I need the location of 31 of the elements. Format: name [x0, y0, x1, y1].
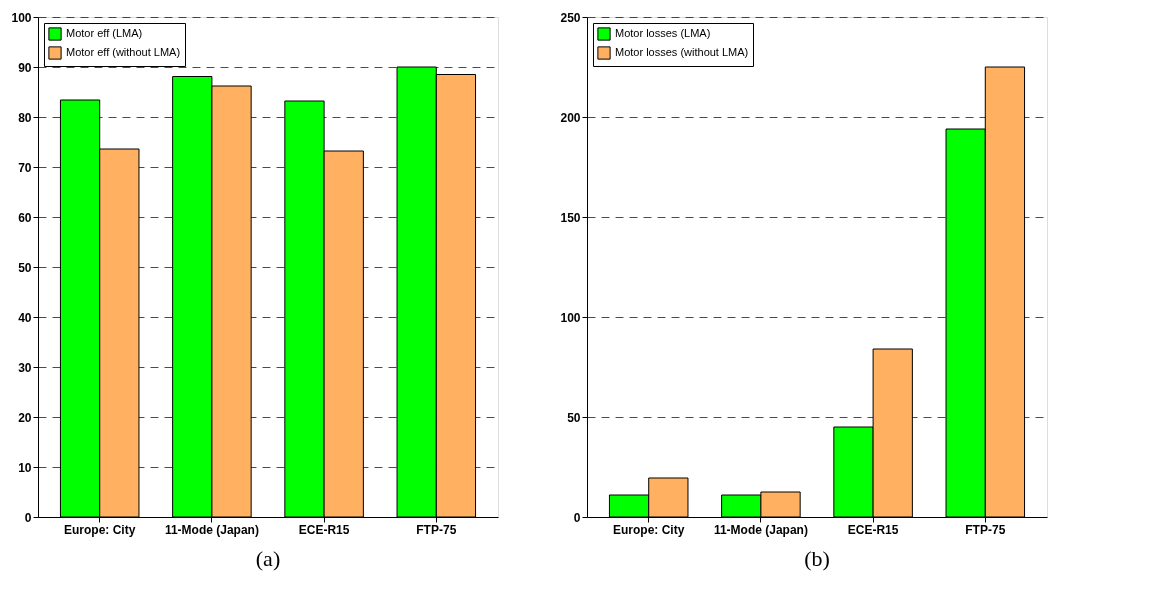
y-tick-label: 80	[18, 110, 32, 125]
y-tick-label: 100	[560, 310, 581, 325]
x-tick-label: ECE-R15	[298, 522, 350, 537]
y-tick-label: 40	[18, 310, 32, 325]
x-tick-label: Europe: City	[64, 522, 136, 537]
y-tick-label: 200	[560, 110, 581, 125]
legend-label: Motor eff (without LMA)	[66, 46, 181, 58]
legend-label: Motor losses (without LMA)	[615, 46, 749, 58]
x-tick-label: ECE-R15	[847, 522, 899, 537]
x-tick-label: 11-Mode (Japan)	[164, 522, 259, 537]
y-tick-label: 150	[560, 210, 581, 225]
y-tick-label: 0	[24, 510, 32, 525]
x-tick-label: FTP-75	[965, 522, 1006, 537]
y-tick-label: 10	[18, 460, 32, 475]
legend-label: Motor eff (LMA)	[66, 27, 143, 39]
x-tick-label: FTP-75	[416, 522, 457, 537]
y-tick-label: 30	[18, 360, 32, 375]
y-tick-label: 100	[11, 10, 32, 25]
y-tick-label: 60	[18, 210, 32, 225]
y-tick-label: 50	[567, 410, 581, 425]
text: (b)	[804, 546, 830, 571]
y-tick-label: 20	[18, 410, 32, 425]
y-tick-label: 250	[560, 10, 581, 25]
y-tick-label: 90	[18, 60, 32, 75]
text: (a)	[255, 546, 281, 571]
y-tick-label: 50	[18, 260, 32, 275]
y-tick-label: 70	[18, 160, 32, 175]
y-tick-label: 0	[573, 510, 581, 525]
legend-label: Motor losses (LMA)	[615, 27, 711, 39]
x-tick-label: Europe: City	[613, 522, 685, 537]
x-tick-label: 11-Mode (Japan)	[713, 522, 808, 537]
